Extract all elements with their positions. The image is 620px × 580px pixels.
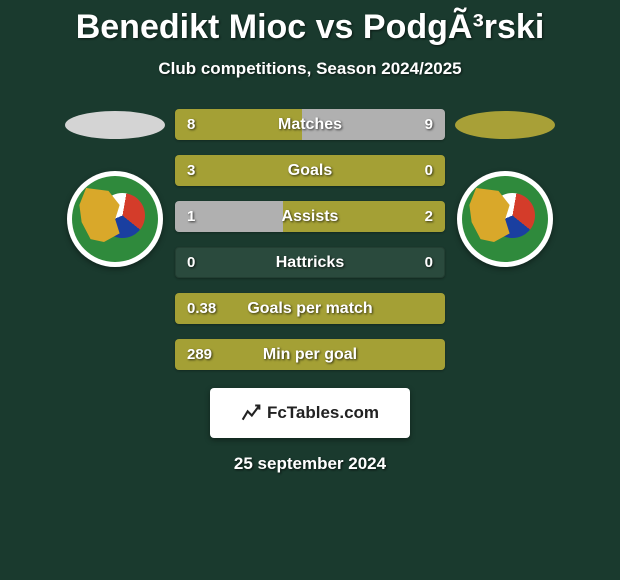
left-column [65, 109, 165, 267]
stat-name: Goals [175, 155, 445, 186]
crest-left-inner [72, 176, 158, 262]
page-title: Benedikt Mioc vs PodgÃ³rski [76, 8, 545, 47]
watermark-text: FcTables.com [267, 403, 379, 423]
player-left-marker [65, 111, 165, 139]
right-column [455, 109, 555, 267]
stat-row: 0.38Goals per match [175, 293, 445, 324]
date-text: 25 september 2024 [234, 454, 386, 474]
stat-name: Matches [175, 109, 445, 140]
stat-row: 0Hattricks0 [175, 247, 445, 278]
root: Benedikt Mioc vs PodgÃ³rski Club competi… [0, 0, 620, 580]
stat-row: 3Goals0 [175, 155, 445, 186]
stat-name: Goals per match [175, 293, 445, 324]
stat-value-right: 0 [425, 155, 433, 186]
stat-value-right: 9 [425, 109, 433, 140]
stat-bars: 8Matches93Goals01Assists20Hattricks00.38… [175, 109, 445, 370]
crest-left [67, 171, 163, 267]
stat-row: 1Assists2 [175, 201, 445, 232]
watermark: FcTables.com [210, 388, 410, 438]
crest-right [457, 171, 553, 267]
stat-name: Min per goal [175, 339, 445, 370]
stat-name: Hattricks [175, 247, 445, 278]
stat-row: 8Matches9 [175, 109, 445, 140]
page-subtitle: Club competitions, Season 2024/2025 [158, 59, 461, 79]
chart-icon [241, 403, 261, 423]
stat-row: 289Min per goal [175, 339, 445, 370]
crest-right-inner [462, 176, 548, 262]
stat-value-right: 0 [425, 247, 433, 278]
player-right-marker [455, 111, 555, 139]
stat-name: Assists [175, 201, 445, 232]
stats-area: 8Matches93Goals01Assists20Hattricks00.38… [0, 109, 620, 370]
stat-value-right: 2 [425, 201, 433, 232]
